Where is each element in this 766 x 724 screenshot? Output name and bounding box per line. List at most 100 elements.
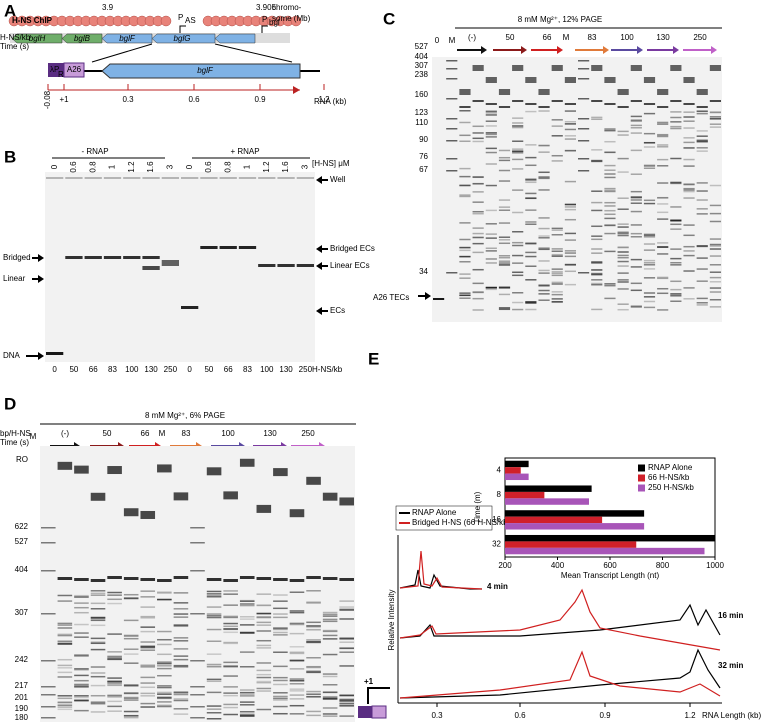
label: chromo- <box>272 3 302 12</box>
gel-band <box>459 246 471 249</box>
gel-band <box>123 685 139 687</box>
gel-band <box>709 118 721 120</box>
gel-band <box>525 77 537 83</box>
gel-band <box>322 675 338 678</box>
gel-band <box>696 112 708 115</box>
label: Time (s) <box>0 42 29 51</box>
gel-band <box>65 256 83 259</box>
gel-band <box>643 306 656 309</box>
gel-band <box>630 132 642 134</box>
gel-band <box>157 665 172 667</box>
gel-band <box>630 196 642 198</box>
gel-band <box>306 601 321 603</box>
gel-band <box>512 211 524 214</box>
gel-band <box>239 616 255 618</box>
gel-band <box>709 126 721 128</box>
gel-band <box>591 235 603 237</box>
label: bp/H-NS <box>0 429 31 438</box>
gel-band <box>41 686 56 688</box>
gel-band <box>273 627 288 630</box>
gel-band <box>696 139 708 142</box>
gel-band <box>446 170 458 172</box>
gel-band <box>206 717 222 720</box>
gel-band <box>223 703 238 706</box>
gel-band <box>512 140 524 142</box>
gel-band <box>223 713 238 716</box>
gel-band <box>140 630 156 633</box>
gel-band <box>223 675 238 677</box>
gel-band <box>103 177 122 179</box>
gel-band <box>289 698 305 700</box>
gel-band <box>709 255 721 257</box>
gel-band <box>630 197 642 200</box>
gel-band <box>107 700 122 703</box>
label: [H-NS] μM <box>312 159 350 168</box>
gel-band <box>512 168 524 170</box>
gel-band <box>289 622 305 625</box>
gel-band <box>525 221 537 223</box>
gel-band <box>578 140 590 142</box>
ladder-label: 527 <box>415 42 429 51</box>
gel-band <box>140 702 156 705</box>
gel-band <box>74 679 89 682</box>
gel-band <box>538 260 550 262</box>
gel-band <box>551 100 563 102</box>
gel-band <box>306 696 321 698</box>
gel-band <box>643 259 656 262</box>
gel-band <box>670 288 682 291</box>
gel-band <box>630 236 642 238</box>
gel-band <box>256 630 272 632</box>
gel-band <box>339 578 354 581</box>
label: 8 mM Mg²⁺, 12% PAGE <box>518 15 603 24</box>
gel-band <box>643 132 656 135</box>
gel-band <box>256 676 272 679</box>
label: 32 min <box>718 661 743 670</box>
gel-band <box>74 686 89 688</box>
gel-band <box>683 234 695 237</box>
label: H-NS/kb <box>312 365 343 374</box>
gene-label: bglH <box>29 34 46 43</box>
y-tick-label: 32 <box>492 540 501 549</box>
label: Bridged <box>3 253 31 262</box>
gel-band <box>157 592 172 594</box>
gel-band <box>617 232 629 235</box>
gel-band <box>512 271 524 274</box>
gene-label: bglF <box>119 34 136 43</box>
gel-band <box>339 647 354 650</box>
gel-band <box>643 292 656 294</box>
gel-band <box>41 570 56 572</box>
gene <box>11 33 63 44</box>
gel-band <box>709 291 721 293</box>
lane-label: 250 <box>301 429 315 438</box>
ladder-label: 201 <box>15 693 29 702</box>
gel-band <box>256 604 272 607</box>
gel-band <box>223 579 238 582</box>
gel-band <box>140 606 156 608</box>
gel-band <box>57 594 73 597</box>
gel-band <box>485 147 497 150</box>
gel-band <box>161 177 179 179</box>
gel-band <box>538 299 550 301</box>
gel-band <box>630 173 642 175</box>
gel-band <box>123 593 139 596</box>
gel-band <box>339 608 354 611</box>
gel-band <box>107 710 122 712</box>
gel-band <box>709 65 721 71</box>
gel-band <box>657 246 669 248</box>
gel-band <box>485 262 497 264</box>
chip-bead <box>160 15 172 27</box>
arrow-head <box>603 46 609 54</box>
gel-band <box>591 149 603 151</box>
lane-label: 100 <box>260 365 274 374</box>
panel-label: B <box>4 147 16 166</box>
gel-band <box>239 651 255 653</box>
gel-band <box>206 680 222 683</box>
gel-band <box>630 266 642 268</box>
gel-band <box>223 666 238 668</box>
gel-band <box>617 246 629 248</box>
gel-band <box>239 666 255 668</box>
gel-band <box>238 177 257 179</box>
gel-band <box>643 277 656 279</box>
gel-band <box>107 658 122 661</box>
legend-box <box>395 505 493 531</box>
